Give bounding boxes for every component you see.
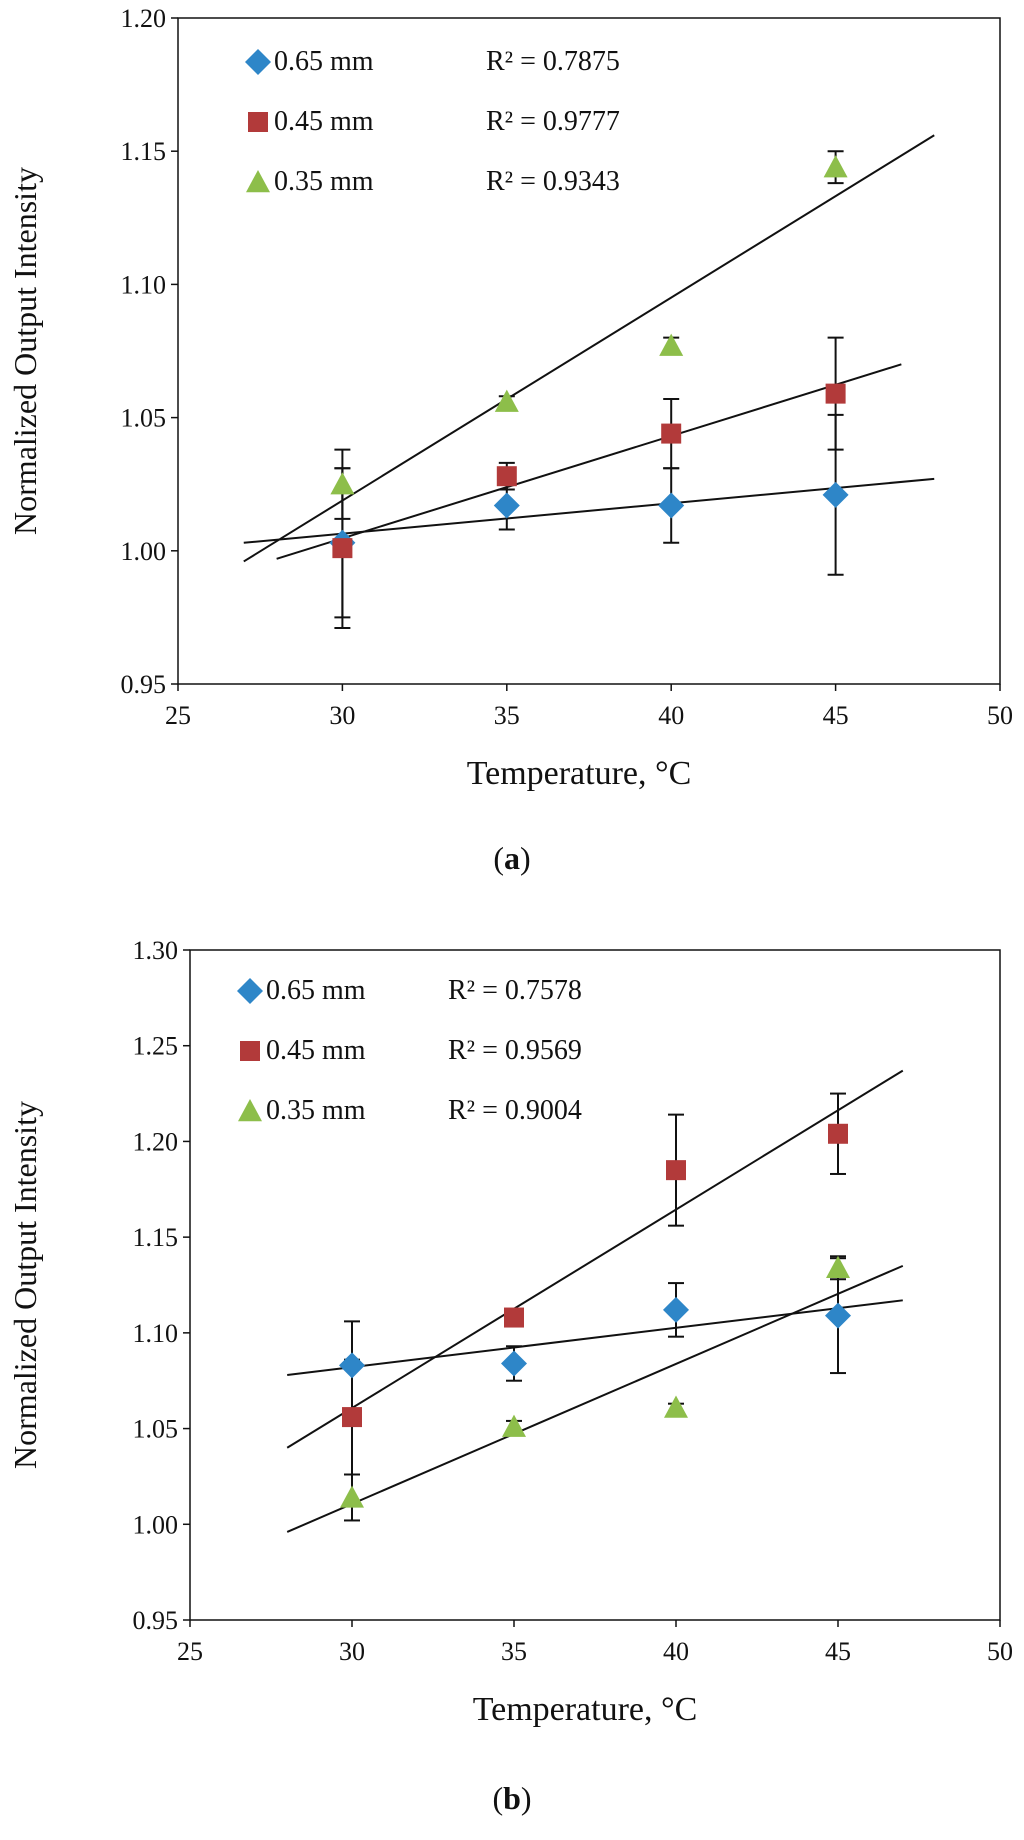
chart-b-y-tick-label: 0.95	[133, 1606, 179, 1635]
chart-b-y-tick-label: 1.10	[133, 1319, 179, 1348]
chart-a-point-0-1	[493, 492, 520, 519]
chart-b-y-tick-label: 1.25	[133, 1032, 179, 1061]
chart-a-point-2-2	[659, 333, 684, 356]
chart-b-point-1-1	[504, 1307, 524, 1328]
chart-b-x-tick-label: 40	[663, 1637, 689, 1666]
chart-b-legend-marker-2	[238, 1099, 262, 1122]
panel-b-caption-letter: b	[503, 1780, 521, 1816]
chart-b-trendline-0	[287, 1299, 903, 1376]
chart-a-x-tick-label: 30	[329, 701, 355, 730]
chart-a-legend-marker-0	[245, 49, 271, 75]
panel-a-caption: (a)	[493, 840, 531, 876]
chart-a-r2-label-2: R² = 0.9343	[486, 166, 620, 197]
chart-b-plot-frame	[189, 949, 1001, 1621]
chart-b-point-2-0	[340, 1485, 364, 1508]
chart-a-point-1-2	[661, 423, 682, 444]
chart-a-x-tick-label: 40	[658, 701, 684, 730]
chart-b-x-axis-title: Temperature, °C	[473, 1691, 698, 1728]
chart-a-y-tick-label: 1.05	[121, 404, 167, 433]
chart-b-y-tick-label: 1.30	[133, 936, 179, 965]
chart-b-point-1-0	[342, 1407, 362, 1428]
chart-b-x-tick-label: 45	[825, 1637, 851, 1666]
chart-b-point-0-2	[663, 1296, 689, 1323]
chart-b-y-tick-label: 1.20	[133, 1127, 179, 1156]
chart-b-x-tick-label: 50	[987, 1637, 1013, 1666]
chart-a-x-tick-label: 25	[165, 701, 191, 730]
chart-b-x-tick-label: 30	[339, 1637, 365, 1666]
chart-b-y-axis-title: Normalized Output Intensity	[7, 1101, 43, 1469]
chart-a-point-1-1	[496, 466, 517, 487]
chart-b-y-tick-label: 1.00	[133, 1510, 179, 1539]
chart-a-y-tick-label: 1.15	[121, 137, 167, 166]
chart-panel-b: 0.95 1.00 1.05 1.10 1.15 1.20 1.25 1.30 25 30 35 40…	[0, 920, 1024, 1840]
chart-panel-a: 0.95 1.00 1.05 1.10 1.15 1.20 25 30 35 40 45 50 Temp…	[0, 0, 1024, 900]
chart-a-y-tick-label: 0.95	[121, 670, 167, 699]
chart-b-point-0-0	[339, 1352, 365, 1379]
chart-b-svg: 0.95 1.00 1.05 1.10 1.15 1.20 1.25 1.30 25 30 35 40…	[7, 936, 1013, 1728]
chart-a-point-1-3	[825, 383, 846, 404]
chart-b-point-2-1	[502, 1414, 526, 1437]
chart-b-legend-label-0: 0.65 mm	[266, 975, 366, 1006]
chart-b-trendline-1	[286, 1069, 904, 1449]
chart-a-r2-label-0: R² = 0.7875	[486, 46, 620, 77]
chart-b-x-tick-label: 35	[501, 1637, 527, 1666]
chart-b-point-2-2	[664, 1395, 688, 1418]
chart-a-x-tick-label: 50	[987, 701, 1013, 730]
chart-a-trendline-1	[276, 363, 902, 560]
chart-a-legend-label-2: 0.35 mm	[274, 166, 374, 197]
chart-a-y-tick-label: 1.10	[121, 270, 167, 299]
chart-b-x-tick-label: 25	[177, 1637, 203, 1666]
chart-b-legend-marker-1	[240, 1041, 260, 1061]
chart-b-legend-label-2: 0.35 mm	[266, 1095, 366, 1126]
chart-a-legend-marker-2	[246, 170, 270, 193]
chart-b-y-tick-label: 1.05	[133, 1415, 179, 1444]
chart-a-x-axis-title: Temperature, °C	[467, 755, 692, 792]
chart-b-point-2-3	[826, 1255, 850, 1278]
chart-a-point-1-0	[332, 538, 353, 559]
chart-b-r2-label-2: R² = 0.9004	[448, 1095, 582, 1126]
panel-a-caption-letter: a	[504, 840, 520, 876]
chart-a-svg: 0.95 1.00 1.05 1.10 1.15 1.20 25 30 35 40 45 50 Temp…	[7, 4, 1013, 792]
chart-a-r2-label-1: R² = 0.9777	[486, 106, 620, 137]
chart-b-point-0-1	[501, 1350, 527, 1377]
chart-a-plot-frame	[177, 17, 1001, 685]
chart-a-point-2-0	[330, 472, 355, 495]
chart-a-y-tick-label: 1.00	[121, 537, 167, 566]
chart-a-y-axis-title: Normalized Output Intensity	[7, 167, 43, 535]
chart-a-legend-label-0: 0.65 mm	[274, 46, 374, 77]
chart-a-point-2-3	[823, 155, 848, 178]
chart-a-legend-label-1: 0.45 mm	[274, 106, 374, 137]
chart-b-y-tick-label: 1.15	[133, 1223, 179, 1252]
chart-a-point-2-1	[494, 389, 519, 412]
chart-b-point-1-2	[666, 1160, 686, 1181]
chart-a-trendline-0	[243, 477, 935, 544]
chart-a-trendline-2	[243, 134, 935, 563]
chart-a-point-0-3	[822, 481, 849, 508]
chart-b-r2-label-0: R² = 0.7578	[448, 975, 582, 1006]
panel-b-caption: (b)	[492, 1780, 532, 1816]
chart-a-y-tick-label: 1.20	[121, 4, 167, 33]
chart-a-legend-marker-1	[248, 112, 268, 132]
chart-a-x-tick-label: 35	[494, 701, 520, 730]
chart-b-legend-marker-0	[237, 978, 263, 1004]
chart-a-x-tick-label: 45	[823, 701, 849, 730]
chart-b-point-1-3	[828, 1123, 848, 1144]
chart-b-point-0-3	[825, 1302, 851, 1329]
chart-b-trendline-2	[286, 1264, 904, 1533]
chart-a-point-0-2	[658, 492, 685, 519]
chart-b-legend-label-1: 0.45 mm	[266, 1035, 366, 1066]
chart-b-r2-label-1: R² = 0.9569	[448, 1035, 582, 1066]
